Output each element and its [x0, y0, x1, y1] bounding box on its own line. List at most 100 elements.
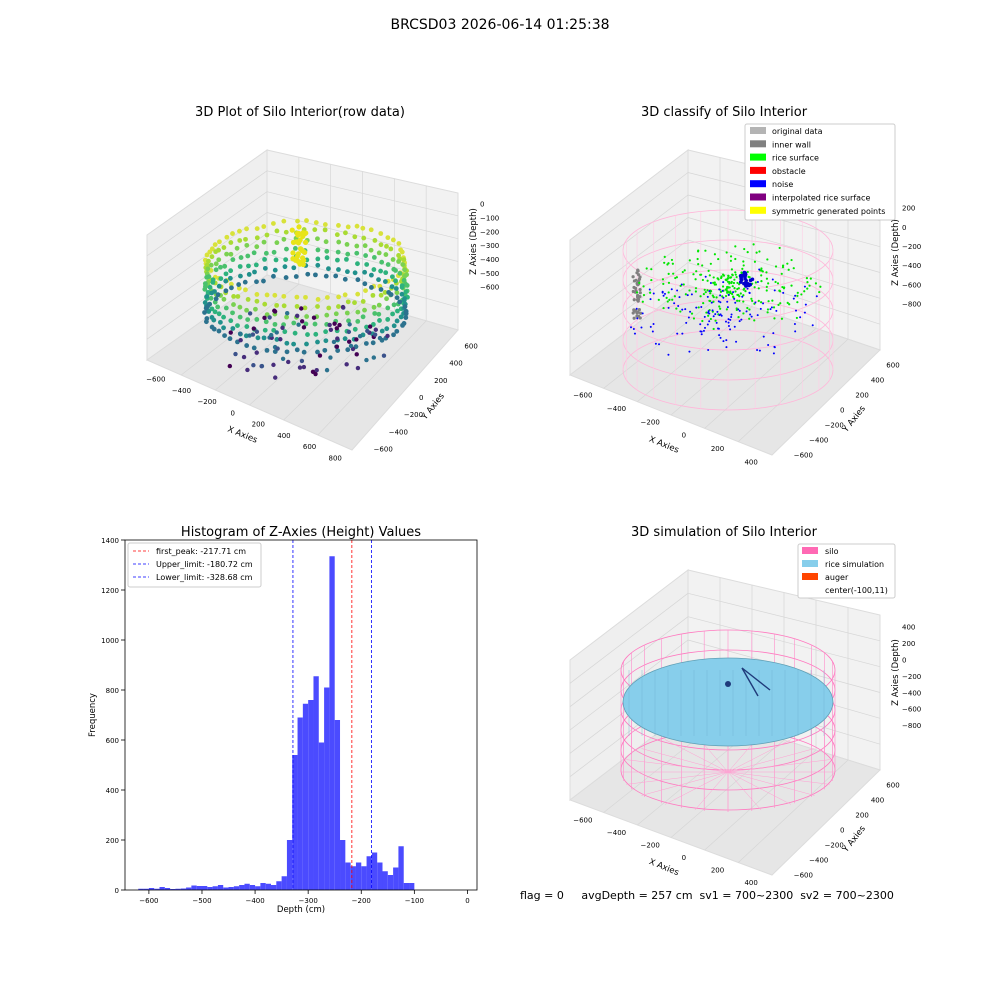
raw-point — [344, 310, 350, 316]
raw-point — [354, 250, 360, 256]
raw-point — [334, 344, 340, 349]
raw-point — [315, 304, 320, 309]
histogram-ytick-label: 600 — [106, 737, 119, 745]
simulation-rice-surface — [622, 657, 834, 747]
classify-point-noise — [703, 315, 706, 318]
classify-point-rice — [736, 281, 739, 285]
classify-point-rice — [701, 278, 704, 282]
classify-point-noise — [711, 309, 714, 312]
raw-point — [236, 282, 242, 287]
raw-point — [336, 223, 341, 228]
classify-point-rice — [697, 263, 700, 266]
raw-point — [243, 333, 249, 339]
classify-point-noise — [700, 333, 703, 336]
raw-point — [390, 237, 396, 243]
raw-point — [230, 257, 236, 263]
classify-point-rice — [767, 300, 770, 303]
classify-point-rice — [765, 277, 769, 280]
raw-point — [228, 240, 234, 245]
raw-point — [253, 306, 258, 312]
simulation-legend: silo rice simulation auger center(-100,11) — [797, 543, 896, 599]
classify-point-noise — [702, 329, 705, 332]
classify-point-rice — [728, 286, 731, 289]
classify-point-noise — [740, 318, 743, 321]
raw-point — [299, 255, 306, 261]
raw-ylabel: Y Axies — [419, 391, 447, 423]
raw-point — [216, 283, 222, 289]
classify-point-wall — [636, 283, 640, 287]
classify-point-noise — [716, 310, 719, 313]
classify-point-rice — [670, 258, 674, 262]
raw-point — [284, 349, 290, 355]
classify-point-rice — [786, 301, 789, 304]
raw-point — [261, 239, 267, 245]
classify-point-wall — [631, 275, 635, 279]
histogram-ylabel: Frequency — [88, 693, 98, 737]
classify-point-rice — [725, 251, 728, 254]
histogram-frame — [124, 539, 478, 891]
raw-point — [255, 335, 261, 341]
raw-point — [389, 274, 395, 280]
classify-point-rice — [814, 282, 818, 285]
classify-point-noise — [678, 296, 681, 299]
classify-legend-label: interpolated rice surface — [772, 194, 870, 203]
classify-point-rice — [727, 274, 730, 278]
raw-point — [293, 274, 299, 279]
classify-point-rice — [767, 282, 770, 285]
raw-point — [206, 274, 212, 280]
classify-point-rice — [746, 270, 749, 274]
classify-point-noise — [722, 281, 725, 284]
classify-point-noise — [762, 335, 765, 338]
classify-point-noise — [754, 301, 757, 304]
classify-point-rice — [746, 306, 749, 310]
classify-xtick-label: 0 — [682, 432, 686, 440]
raw-point — [352, 270, 358, 276]
classify-point-noise — [803, 311, 806, 314]
classify-point-rice — [754, 281, 757, 284]
raw-point — [379, 259, 385, 265]
raw-point — [274, 302, 280, 308]
simulation-grid-line — [569, 593, 689, 684]
classify-point-rice — [818, 290, 821, 294]
raw-point — [278, 337, 283, 342]
raw-point — [355, 318, 361, 324]
raw-point — [323, 273, 329, 279]
raw-point — [206, 258, 211, 264]
raw-point — [289, 227, 295, 233]
raw-point — [317, 353, 323, 358]
raw-point — [269, 332, 274, 338]
classify-legend: original data inner wall rice surface obsta… — [744, 123, 896, 221]
histogram-bar — [366, 856, 372, 890]
raw-point — [218, 276, 224, 281]
classify-point-rice — [730, 281, 733, 285]
simulation-grid-line — [704, 749, 817, 851]
classify-point-rice — [726, 286, 729, 289]
classify-point-noise — [635, 307, 638, 310]
raw-point — [284, 246, 289, 252]
classify-point-rice — [662, 306, 665, 310]
raw-point — [235, 294, 241, 299]
classify-point-noise — [756, 280, 759, 283]
raw-point — [291, 265, 297, 271]
raw-point — [213, 296, 219, 302]
raw-point — [209, 306, 215, 312]
histogram-xtick-label: −200 — [352, 897, 371, 905]
histogram-ytick-label: 800 — [106, 687, 119, 695]
classify-point-noise — [681, 332, 684, 335]
raw-point — [302, 305, 308, 311]
raw-point — [360, 299, 366, 304]
histogram-bar — [393, 867, 399, 890]
classify-point-noise — [719, 336, 722, 339]
raw-point — [352, 234, 358, 240]
raw-point — [215, 304, 221, 310]
raw-point — [205, 266, 211, 272]
classify-point-noise — [699, 330, 702, 333]
classify-point-rice — [679, 310, 682, 313]
classify-point-noise — [708, 290, 711, 293]
classify-point-rice — [806, 281, 809, 284]
raw-point — [363, 253, 369, 258]
classify-point-rice — [744, 290, 747, 293]
raw-point — [261, 335, 267, 341]
classify-ztick-label: 0 — [902, 224, 906, 232]
classify-legend-label: obstacle — [772, 167, 806, 176]
